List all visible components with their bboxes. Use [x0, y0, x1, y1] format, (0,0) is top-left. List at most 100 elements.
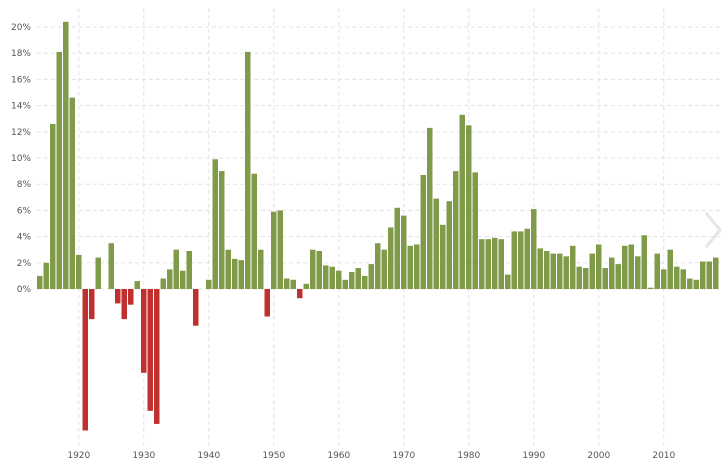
bar-1941[interactable]: [212, 159, 219, 289]
bar-1987[interactable]: [511, 231, 518, 289]
chevron-right-icon[interactable]: [703, 210, 723, 250]
bar-1928[interactable]: [128, 289, 134, 305]
bar-1969[interactable]: [394, 207, 401, 289]
bar-1962[interactable]: [349, 272, 355, 289]
bar-1940[interactable]: [206, 279, 212, 289]
bar-1973[interactable]: [420, 175, 427, 289]
bar-1979[interactable]: [459, 114, 466, 289]
bar-1963[interactable]: [355, 268, 362, 289]
bar-1967[interactable]: [381, 249, 388, 289]
bar-1997[interactable]: [576, 266, 583, 289]
bar-2006[interactable]: [635, 256, 641, 290]
bar-1921[interactable]: [82, 289, 89, 431]
bar-1986[interactable]: [505, 274, 511, 289]
bar-1982[interactable]: [479, 239, 485, 289]
bar-1983[interactable]: [485, 239, 492, 289]
bar-1959[interactable]: [329, 266, 336, 289]
bar-1922[interactable]: [89, 289, 95, 320]
bar-1933[interactable]: [160, 278, 167, 290]
bar-1996[interactable]: [570, 245, 576, 289]
bar-2002[interactable]: [609, 257, 615, 289]
bar-1936[interactable]: [180, 270, 186, 289]
bar-1952[interactable]: [284, 278, 290, 290]
bar-1937[interactable]: [186, 251, 193, 289]
bar-2017[interactable]: [706, 261, 713, 290]
bar-2013[interactable]: [680, 269, 687, 289]
bar-2014[interactable]: [687, 278, 693, 290]
bar-1993[interactable]: [550, 253, 557, 289]
bar-1981[interactable]: [472, 172, 479, 289]
bar-1925[interactable]: [108, 243, 115, 289]
bar-1991[interactable]: [537, 248, 544, 289]
bar-1944[interactable]: [232, 258, 238, 289]
bar-1998[interactable]: [583, 268, 589, 289]
bar-1919[interactable]: [69, 97, 76, 289]
bar-1915[interactable]: [43, 262, 50, 289]
bar-1934[interactable]: [167, 269, 173, 289]
bar-1947[interactable]: [251, 173, 258, 289]
bar-1994[interactable]: [557, 253, 563, 289]
bar-2005[interactable]: [628, 244, 635, 290]
bar-1916[interactable]: [50, 123, 56, 290]
bar-1977[interactable]: [446, 201, 453, 289]
bar-1930[interactable]: [141, 289, 147, 373]
bar-1992[interactable]: [544, 251, 550, 289]
bar-1951[interactable]: [277, 210, 284, 289]
bar-1968[interactable]: [388, 227, 394, 289]
bar-1990[interactable]: [531, 209, 537, 289]
bar-2004[interactable]: [622, 245, 628, 289]
bar-1914[interactable]: [37, 275, 43, 289]
bar-2011[interactable]: [667, 249, 674, 289]
bar-1957[interactable]: [316, 251, 323, 289]
bar-2000[interactable]: [596, 244, 602, 290]
bar-1920[interactable]: [76, 254, 82, 289]
bar-2016[interactable]: [700, 261, 706, 290]
bar-1932[interactable]: [154, 289, 160, 424]
bar-1989[interactable]: [524, 228, 531, 289]
bar-1948[interactable]: [258, 249, 264, 289]
bar-1984[interactable]: [492, 237, 498, 289]
bar-1976[interactable]: [440, 224, 446, 289]
bar-1965[interactable]: [368, 264, 375, 289]
bar-1958[interactable]: [323, 265, 329, 289]
bar-2008[interactable]: [648, 287, 654, 289]
bar-1927[interactable]: [121, 289, 128, 320]
bar-1960[interactable]: [336, 270, 342, 289]
bar-1961[interactable]: [342, 279, 349, 289]
bar-2007[interactable]: [641, 235, 648, 289]
bar-2015[interactable]: [693, 279, 700, 289]
bar-1926[interactable]: [115, 289, 121, 304]
bar-1956[interactable]: [310, 249, 316, 289]
bar-1985[interactable]: [498, 239, 505, 289]
bar-1988[interactable]: [518, 231, 524, 289]
bar-1949[interactable]: [264, 289, 271, 317]
bar-1999[interactable]: [589, 253, 596, 289]
bar-2003[interactable]: [615, 264, 622, 289]
bar-2018[interactable]: [713, 257, 719, 289]
bar-1942[interactable]: [219, 171, 225, 289]
bar-2001[interactable]: [602, 268, 609, 289]
bar-1995[interactable]: [563, 256, 570, 290]
bar-1929[interactable]: [134, 281, 141, 289]
bar-1980[interactable]: [466, 125, 472, 290]
bar-1918[interactable]: [63, 21, 69, 290]
bar-2009[interactable]: [654, 253, 661, 289]
bar-1970[interactable]: [401, 215, 407, 289]
bar-1950[interactable]: [271, 211, 277, 289]
bar-1964[interactable]: [362, 275, 368, 289]
bar-1971[interactable]: [407, 245, 414, 289]
bar-1938[interactable]: [193, 289, 199, 326]
bar-1931[interactable]: [147, 289, 154, 411]
bar-1946[interactable]: [245, 51, 251, 290]
bar-1978[interactable]: [453, 171, 459, 289]
bar-1974[interactable]: [427, 127, 433, 290]
bar-1975[interactable]: [433, 198, 440, 289]
bar-1972[interactable]: [414, 244, 420, 290]
bar-1966[interactable]: [375, 243, 381, 289]
bar-1943[interactable]: [225, 249, 232, 289]
bar-1953[interactable]: [290, 279, 297, 289]
bar-2012[interactable]: [674, 266, 680, 289]
bar-1955[interactable]: [303, 283, 310, 289]
bar-1935[interactable]: [173, 249, 180, 289]
bar-1923[interactable]: [95, 257, 102, 289]
